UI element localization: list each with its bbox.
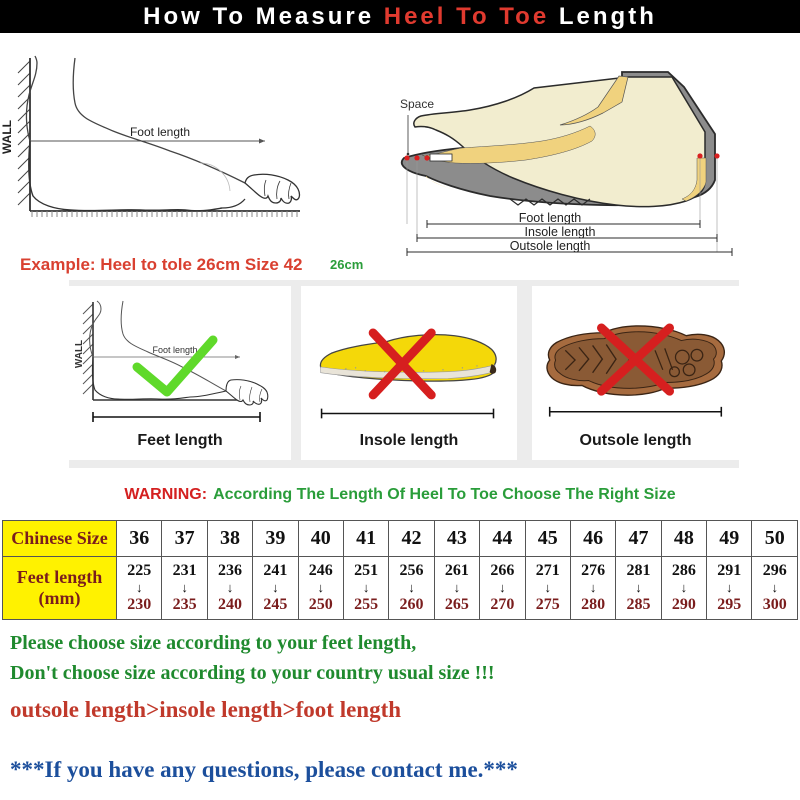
svg-text:Insole length: Insole length <box>525 225 596 239</box>
svg-text:Foot length: Foot length <box>519 211 582 225</box>
svg-text:Foot length: Foot length <box>130 125 190 139</box>
svg-text:WALL: WALL <box>0 120 14 154</box>
svg-text:WALL: WALL <box>75 340 85 368</box>
svg-text:Space: Space <box>400 97 434 111</box>
svg-text:Foot length: Foot length <box>152 345 197 355</box>
svg-text:Outsole length: Outsole length <box>510 239 591 253</box>
